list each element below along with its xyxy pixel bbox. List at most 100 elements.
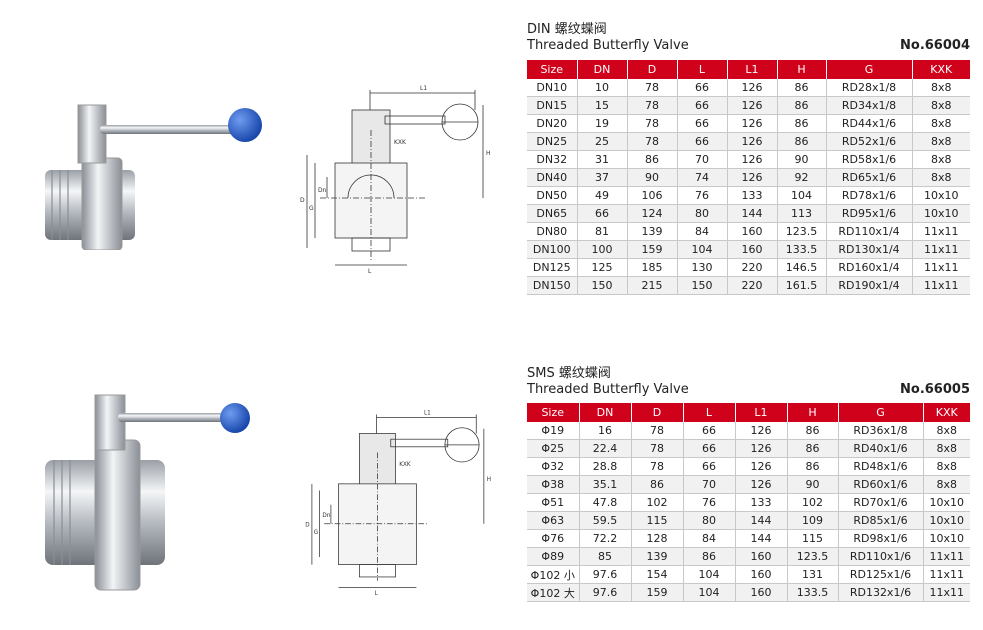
table-header-row: Size DN D L L1 H G KXK xyxy=(527,60,970,79)
table-row: Φ38 35.1 86 70 126 90 RD60x1/6 8x8 xyxy=(527,475,970,494)
cell-l1: 126 xyxy=(727,132,778,151)
cell-h: 86 xyxy=(787,457,839,476)
cell-l1: 144 xyxy=(727,204,778,223)
cell-kxk: 10x10 xyxy=(912,186,970,205)
table-row: DN125 125 185 130 220 146.5 RD160x1/4 11x11 xyxy=(527,258,970,277)
cell-dn: 35.1 xyxy=(579,475,632,494)
cell-g: RD98x1/6 xyxy=(838,529,924,548)
table-row: Φ63 59.5 115 80 144 109 RD85x1/6 10x10 xyxy=(527,511,970,530)
label-d: D xyxy=(300,197,305,204)
cell-g: RD125x1/6 xyxy=(838,565,924,584)
cell-d: 78 xyxy=(631,439,684,458)
label-h: H xyxy=(487,477,491,483)
table-row: DN80 81 139 84 160 123.5 RD110x1/4 11x11 xyxy=(527,222,970,241)
cell-kxk: 11x11 xyxy=(912,276,970,295)
cell-l: 66 xyxy=(677,79,728,97)
cell-kxk: 8x8 xyxy=(912,114,970,133)
cell-g: RD36x1/8 xyxy=(838,422,924,440)
cell-l: 80 xyxy=(677,204,728,223)
cell-l: 66 xyxy=(683,422,736,440)
label-l1: L1 xyxy=(420,85,427,92)
cell-size: Φ19 xyxy=(527,422,580,440)
cell-kxk: 11x11 xyxy=(923,583,970,602)
cell-d: 139 xyxy=(627,222,678,241)
cell-l: 130 xyxy=(677,258,728,277)
cell-kxk: 11x11 xyxy=(912,258,970,277)
cell-l1: 144 xyxy=(735,529,788,548)
cell-size: Φ51 xyxy=(527,493,580,512)
label-h: H xyxy=(486,150,491,157)
cell-l1: 126 xyxy=(727,168,778,187)
table-row: DN150 150 215 150 220 161.5 RD190x1/4 11x11 xyxy=(527,276,970,295)
cell-h: 109 xyxy=(787,511,839,530)
cell-kxk: 10x10 xyxy=(923,511,970,530)
table-row: Φ51 47.8 102 76 133 102 RD70x1/6 10x10 xyxy=(527,493,970,512)
table-row: DN10 10 78 66 126 86 RD28x1/8 8x8 xyxy=(527,79,970,97)
cell-l: 66 xyxy=(677,114,728,133)
cell-h: 123.5 xyxy=(787,547,839,566)
cell-l1: 144 xyxy=(735,511,788,530)
table-row: Φ32 28.8 78 66 126 86 RD48x1/6 8x8 xyxy=(527,457,970,476)
cell-h: 90 xyxy=(777,150,827,169)
cell-l1: 160 xyxy=(735,565,788,584)
cell-size: Φ25 xyxy=(527,439,580,458)
column-header-size: Size xyxy=(527,60,578,79)
cell-d: 124 xyxy=(627,204,678,223)
label-l1: L1 xyxy=(424,411,431,417)
cell-l1: 160 xyxy=(735,583,788,602)
cell-h: 123.5 xyxy=(777,222,827,241)
cell-g: RD52x1/6 xyxy=(826,132,913,151)
cell-kxk: 11x11 xyxy=(923,565,970,584)
column-header-size: Size xyxy=(527,403,580,422)
cell-size: Φ63 xyxy=(527,511,580,530)
cell-l: 150 xyxy=(677,276,728,295)
cell-dn: 31 xyxy=(577,150,628,169)
cell-g: RD160x1/4 xyxy=(826,258,913,277)
cell-g: RD40x1/6 xyxy=(838,439,924,458)
cell-kxk: 8x8 xyxy=(912,132,970,151)
cell-d: 78 xyxy=(631,457,684,476)
cell-d: 78 xyxy=(627,79,678,97)
cell-size: DN15 xyxy=(527,96,578,115)
table-row: Φ25 22.4 78 66 126 86 RD40x1/6 8x8 xyxy=(527,439,970,458)
din-valve-photo xyxy=(45,104,262,250)
cell-dn: 97.6 xyxy=(579,565,632,584)
cell-l: 104 xyxy=(683,583,736,602)
cell-g: RD132x1/6 xyxy=(838,583,924,602)
cell-size: DN150 xyxy=(527,276,578,295)
cell-dn: 22.4 xyxy=(579,439,632,458)
cell-d: 78 xyxy=(627,132,678,151)
column-header-l: L xyxy=(677,60,728,79)
cell-h: 133.5 xyxy=(787,583,839,602)
table-row: DN40 37 90 74 126 92 RD65x1/6 8x8 xyxy=(527,168,970,187)
cell-size: DN65 xyxy=(527,204,578,223)
cell-kxk: 8x8 xyxy=(923,422,970,440)
column-header-g: G xyxy=(838,403,924,422)
cell-l: 66 xyxy=(677,96,728,115)
table-row: DN65 66 124 80 144 113 RD95x1/6 10x10 xyxy=(527,204,970,223)
cell-size: Φ89 xyxy=(527,547,580,566)
cell-d: 78 xyxy=(631,422,684,440)
cell-l1: 133 xyxy=(735,493,788,512)
cell-dn: 37 xyxy=(577,168,628,187)
cell-h: 86 xyxy=(777,96,827,115)
cell-kxk: 8x8 xyxy=(923,439,970,458)
sms-valve-photo xyxy=(45,394,250,591)
cell-size: DN100 xyxy=(527,240,578,259)
table-row: DN25 25 78 66 126 86 RD52x1/6 8x8 xyxy=(527,132,970,151)
cell-l1: 160 xyxy=(727,240,778,259)
cell-l: 76 xyxy=(677,186,728,205)
cell-g: RD78x1/6 xyxy=(826,186,913,205)
table-row: DN50 49 106 76 133 104 RD78x1/6 10x10 xyxy=(527,186,970,205)
cell-g: RD95x1/6 xyxy=(826,204,913,223)
cell-l: 70 xyxy=(677,150,728,169)
cell-dn: 15 xyxy=(577,96,628,115)
cell-kxk: 8x8 xyxy=(912,79,970,97)
cell-l: 76 xyxy=(683,493,736,512)
sms-title-en: Threaded Butterfly Valve xyxy=(527,382,689,397)
din-drawing: L1 KXK H D G Dn L xyxy=(300,85,491,275)
cell-d: 90 xyxy=(627,168,678,187)
cell-h: 104 xyxy=(777,186,827,205)
cell-dn: 100 xyxy=(577,240,628,259)
cell-kxk: 10x10 xyxy=(912,204,970,223)
